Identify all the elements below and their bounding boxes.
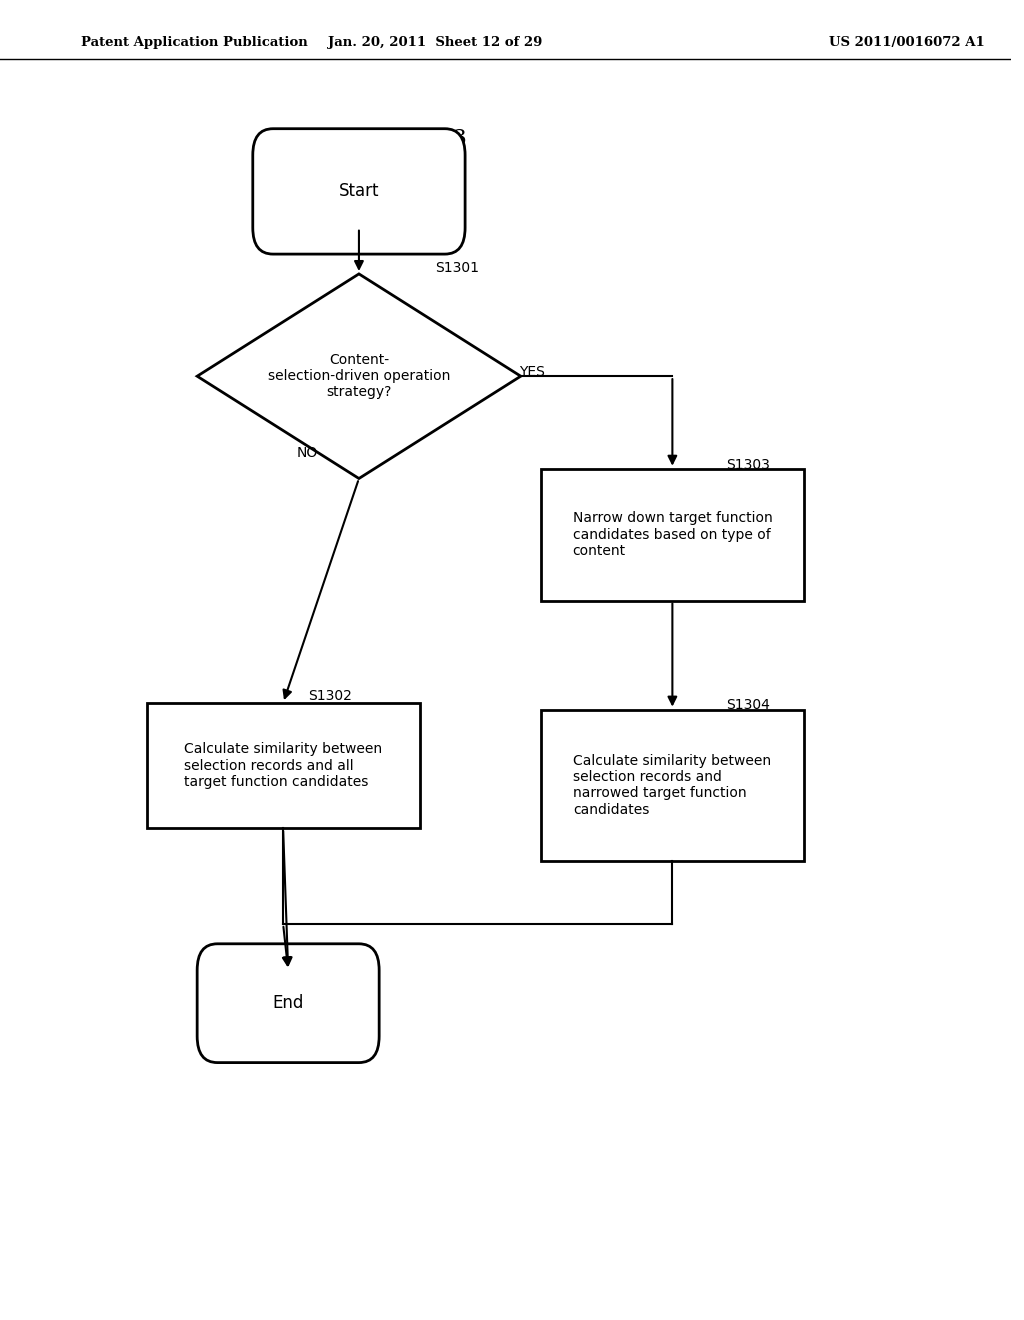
Text: Calculate similarity between
selection records and all
target function candidate: Calculate similarity between selection r… <box>184 742 382 789</box>
Text: S1301: S1301 <box>435 261 479 275</box>
Text: Content-
selection-driven operation
strategy?: Content- selection-driven operation stra… <box>267 352 451 400</box>
Text: FIG. 13: FIG. 13 <box>383 128 467 149</box>
Text: Calculate similarity between
selection records and
narrowed target function
cand: Calculate similarity between selection r… <box>573 754 771 817</box>
Text: S1304: S1304 <box>726 698 770 711</box>
FancyBboxPatch shape <box>541 469 804 601</box>
Text: Narrow down target function
candidates based on type of
content: Narrow down target function candidates b… <box>572 511 772 558</box>
Text: End: End <box>272 994 304 1012</box>
Text: S1302: S1302 <box>308 689 352 702</box>
FancyBboxPatch shape <box>541 710 804 861</box>
Text: S1303: S1303 <box>726 458 770 471</box>
FancyBboxPatch shape <box>198 944 379 1063</box>
FancyBboxPatch shape <box>146 702 420 829</box>
Polygon shape <box>198 275 521 479</box>
Text: Patent Application Publication: Patent Application Publication <box>81 36 307 49</box>
Text: US 2011/0016072 A1: US 2011/0016072 A1 <box>829 36 985 49</box>
FancyBboxPatch shape <box>253 129 465 253</box>
Text: Jan. 20, 2011  Sheet 12 of 29: Jan. 20, 2011 Sheet 12 of 29 <box>328 36 542 49</box>
Text: NO: NO <box>296 446 317 459</box>
Text: Start: Start <box>339 182 379 201</box>
Text: YES: YES <box>519 366 545 379</box>
